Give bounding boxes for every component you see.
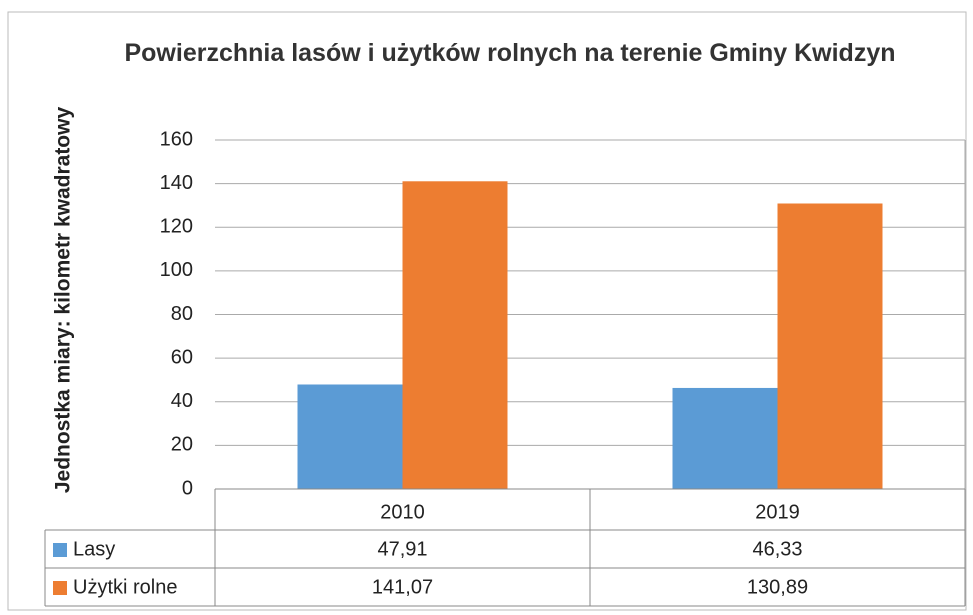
y-tick-label: 100 xyxy=(160,259,193,281)
bar xyxy=(402,181,508,489)
chart-border xyxy=(7,11,967,611)
table-value: 130,89 xyxy=(747,576,808,598)
y-tick-label: 20 xyxy=(171,434,193,456)
legend-swatch xyxy=(53,543,67,557)
legend-label: Użytki rolne xyxy=(73,576,177,598)
y-tick-label: 0 xyxy=(182,477,193,499)
x-tick-label: 2010 xyxy=(380,501,425,523)
y-tick-label: 140 xyxy=(160,172,193,194)
y-tick-label: 160 xyxy=(160,128,193,150)
y-tick-label: 120 xyxy=(160,216,193,238)
chart-title: Powierzchnia lasów i użytków rolnych na … xyxy=(124,39,896,67)
table-value: 47,91 xyxy=(377,538,427,560)
bar xyxy=(297,384,403,489)
legend-swatch xyxy=(53,581,67,595)
y-tick-label: 40 xyxy=(171,390,193,412)
table-value: 46,33 xyxy=(752,538,802,560)
table-value: 141,07 xyxy=(372,576,433,598)
y-axis-label: Jednostka miary: kilometr kwadratowy xyxy=(52,107,75,494)
y-tick-label: 80 xyxy=(171,303,193,325)
x-tick-label: 2019 xyxy=(755,501,800,523)
bar xyxy=(777,203,883,489)
bar xyxy=(672,387,778,489)
y-tick-label: 60 xyxy=(171,346,193,368)
legend-label: Lasy xyxy=(73,538,115,560)
